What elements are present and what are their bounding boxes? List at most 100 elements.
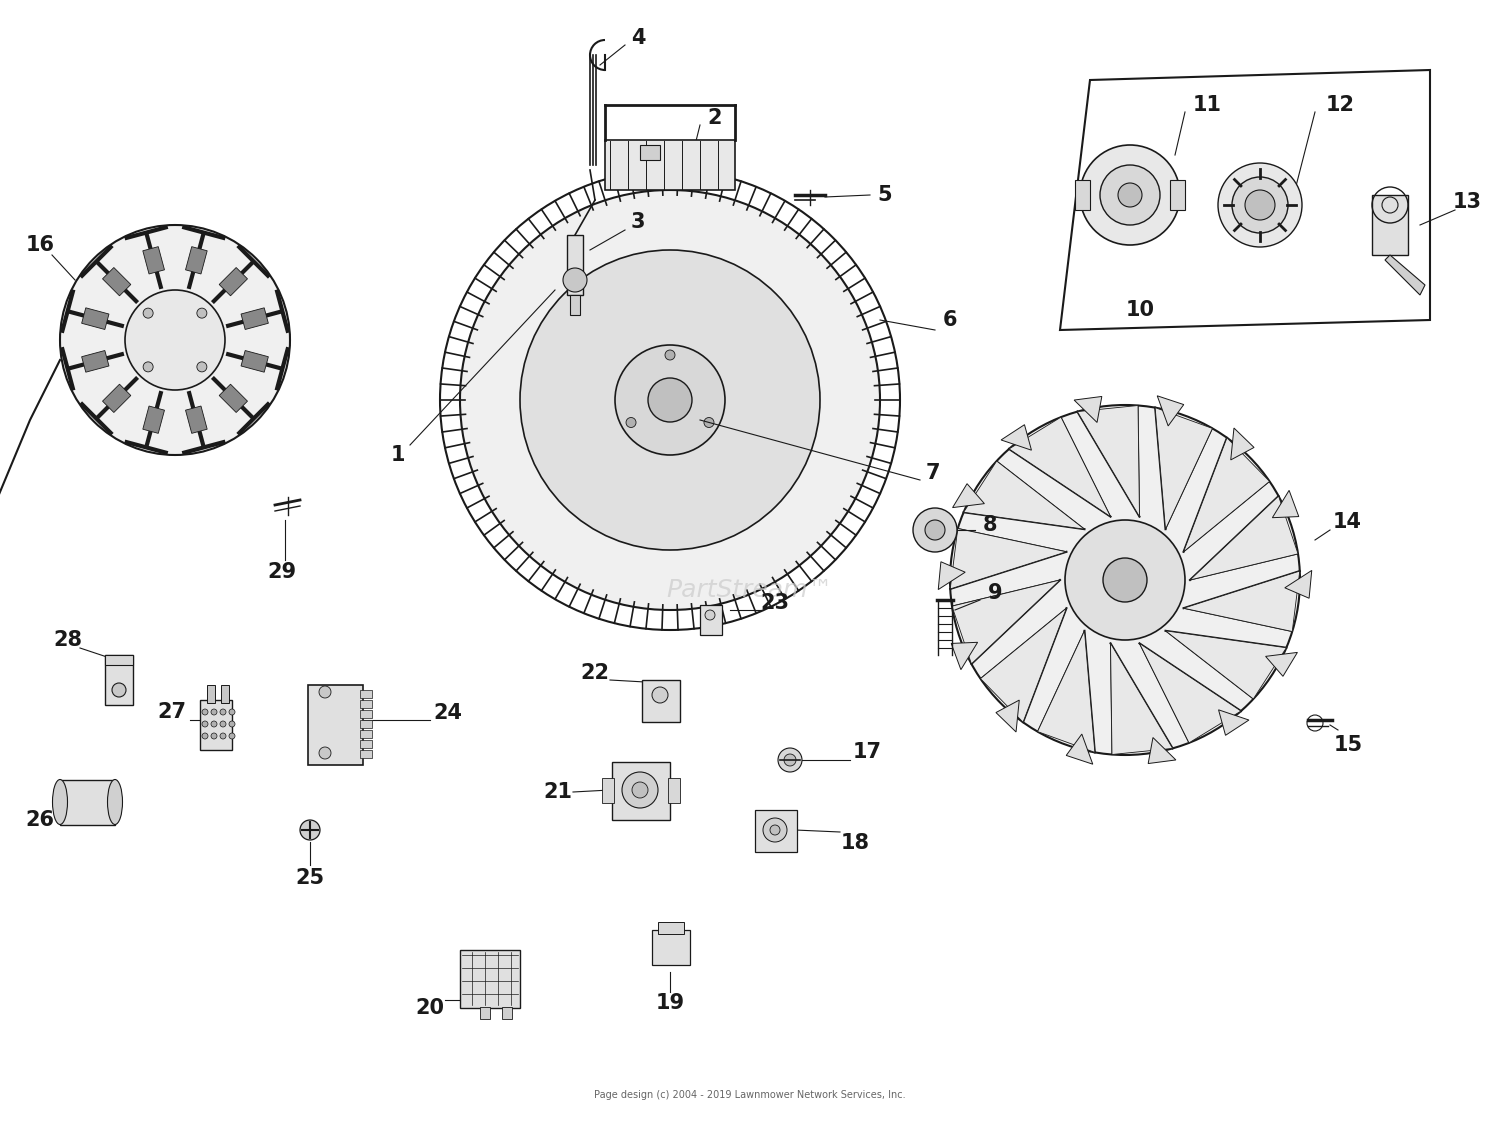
Circle shape: [950, 405, 1300, 755]
Bar: [219, 267, 248, 295]
Circle shape: [704, 418, 714, 428]
Circle shape: [632, 782, 648, 798]
Text: 8: 8: [982, 515, 998, 535]
Bar: [360, 690, 372, 699]
Text: 7: 7: [926, 463, 940, 483]
Text: 11: 11: [1192, 95, 1221, 115]
Text: 26: 26: [26, 810, 54, 830]
Polygon shape: [951, 642, 978, 669]
Circle shape: [211, 721, 217, 727]
Bar: [220, 685, 230, 703]
Text: 24: 24: [433, 703, 462, 723]
Bar: [1076, 180, 1090, 210]
Polygon shape: [1038, 631, 1095, 752]
Circle shape: [230, 733, 236, 739]
Bar: [570, 295, 580, 314]
Polygon shape: [1230, 428, 1254, 460]
Circle shape: [460, 190, 880, 610]
Text: 15: 15: [1334, 734, 1362, 755]
Circle shape: [220, 721, 226, 727]
Polygon shape: [1148, 738, 1176, 764]
Circle shape: [202, 721, 208, 727]
Circle shape: [1118, 183, 1142, 207]
Text: 5: 5: [878, 185, 892, 206]
Polygon shape: [952, 579, 1060, 664]
Text: 22: 22: [580, 663, 609, 683]
Bar: [142, 247, 165, 274]
Bar: [308, 685, 363, 765]
Circle shape: [142, 308, 153, 318]
Circle shape: [784, 754, 796, 766]
Text: 13: 13: [1452, 192, 1482, 212]
Bar: [658, 922, 684, 934]
Circle shape: [914, 508, 957, 553]
Circle shape: [1080, 145, 1180, 245]
Bar: [460, 950, 520, 1008]
Circle shape: [196, 308, 207, 318]
Bar: [503, 1007, 512, 1019]
Ellipse shape: [108, 779, 123, 824]
Text: 2: 2: [708, 108, 723, 128]
Bar: [219, 384, 248, 412]
Polygon shape: [1156, 395, 1184, 426]
Circle shape: [124, 290, 225, 390]
Bar: [360, 710, 372, 718]
Text: 4: 4: [630, 28, 645, 48]
Bar: [360, 700, 372, 707]
Bar: [1170, 180, 1185, 210]
Polygon shape: [1190, 496, 1298, 579]
Bar: [102, 384, 130, 412]
Text: 27: 27: [158, 702, 186, 722]
Bar: [60, 780, 116, 825]
Circle shape: [778, 748, 802, 772]
Circle shape: [652, 687, 668, 703]
Circle shape: [1218, 163, 1302, 247]
Polygon shape: [1184, 438, 1269, 551]
Text: 6: 6: [942, 310, 957, 330]
Polygon shape: [1000, 424, 1032, 450]
Bar: [652, 930, 690, 965]
Bar: [360, 730, 372, 738]
Bar: [1372, 195, 1408, 255]
Polygon shape: [952, 484, 984, 508]
Text: 18: 18: [840, 833, 870, 853]
Polygon shape: [981, 609, 1066, 722]
Polygon shape: [1155, 408, 1212, 529]
Bar: [640, 145, 660, 159]
Polygon shape: [1066, 734, 1094, 765]
Circle shape: [926, 520, 945, 540]
Polygon shape: [1077, 405, 1140, 517]
Circle shape: [705, 610, 716, 620]
Bar: [754, 810, 796, 852]
Text: 19: 19: [656, 993, 684, 1013]
Text: 25: 25: [296, 868, 324, 888]
Bar: [612, 763, 670, 820]
Text: 3: 3: [630, 212, 645, 232]
Circle shape: [626, 418, 636, 428]
Bar: [81, 350, 110, 372]
Circle shape: [220, 733, 226, 739]
Bar: [186, 407, 207, 433]
Circle shape: [320, 747, 332, 759]
Bar: [668, 778, 680, 803]
Bar: [642, 681, 680, 722]
Polygon shape: [1266, 652, 1298, 676]
Bar: [186, 247, 207, 274]
Bar: [242, 350, 268, 372]
Bar: [102, 267, 130, 295]
Circle shape: [622, 772, 658, 809]
Circle shape: [615, 345, 724, 455]
Circle shape: [1100, 165, 1160, 225]
Bar: [81, 308, 110, 329]
Text: 10: 10: [1125, 300, 1155, 320]
Polygon shape: [1010, 417, 1110, 517]
Polygon shape: [1384, 255, 1425, 295]
Polygon shape: [1184, 570, 1300, 631]
Polygon shape: [1272, 491, 1299, 518]
Circle shape: [202, 709, 208, 715]
Text: 28: 28: [54, 630, 82, 650]
Polygon shape: [1218, 710, 1249, 736]
Circle shape: [520, 250, 821, 550]
Bar: [360, 740, 372, 748]
Circle shape: [230, 721, 236, 727]
